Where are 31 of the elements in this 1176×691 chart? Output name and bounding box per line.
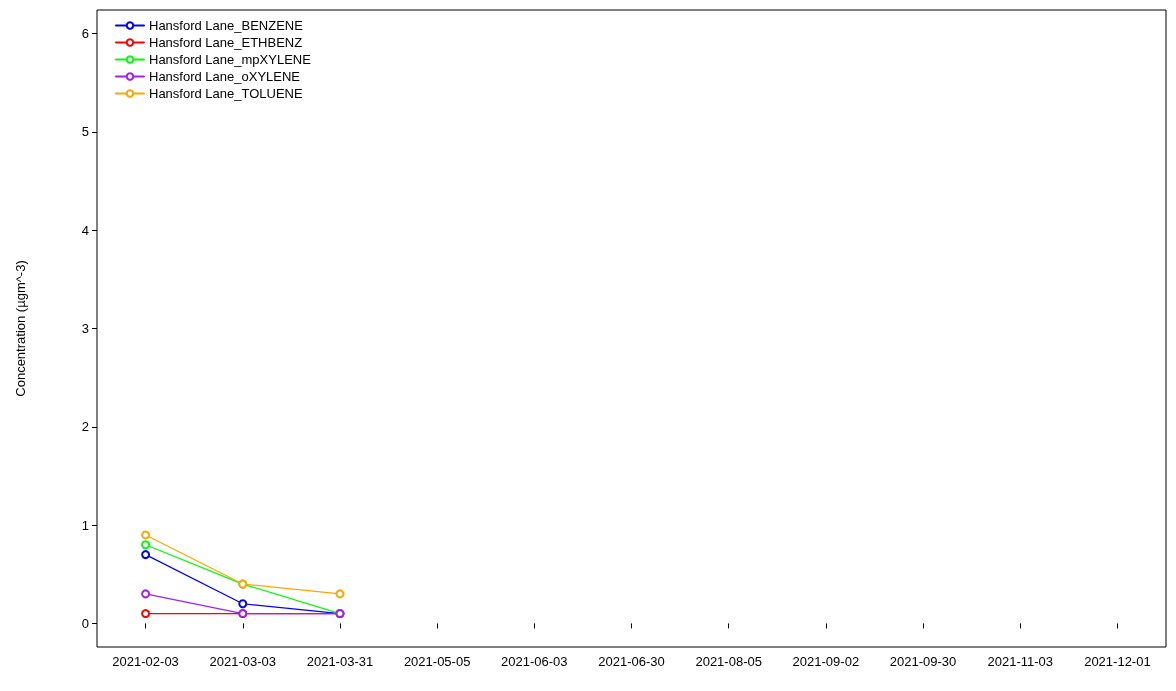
y-tick-label: 6 — [81, 26, 89, 42]
y-tick-label: 5 — [81, 124, 89, 140]
x-tick-label: 2021-09-02 — [792, 654, 860, 669]
point — [335, 589, 345, 599]
y-tick-label: 2 — [81, 419, 89, 435]
x-tick-label: 2021-03-03 — [209, 654, 277, 669]
y-tick-label: 1 — [81, 517, 89, 533]
point — [141, 530, 151, 540]
y-axis-title: Concentration (µgm^-3) — [13, 260, 28, 397]
point — [141, 609, 151, 619]
x-tick-label: 2021-05-05 — [403, 654, 471, 669]
legend-label: Hansford Lane_TOLUENE — [149, 86, 304, 101]
x-tick-label: 2021-06-03 — [501, 654, 568, 669]
point — [141, 550, 151, 560]
x-tick-label: 2021-09-30 — [889, 654, 957, 669]
legend-label: Hansford Lane_BENZENE — [149, 18, 304, 33]
x-tick-label: 2021-02-03 — [112, 654, 179, 669]
x-tick-label: 2021-03-31 — [306, 654, 374, 669]
legend-label: Hansford Lane_oXYLENE — [149, 69, 301, 84]
point — [238, 599, 248, 609]
y-tick-label: 3 — [81, 321, 89, 336]
x-tick-label: 2021-08-05 — [695, 654, 762, 669]
y-tick-label: 4 — [81, 222, 89, 238]
point — [141, 540, 151, 550]
x-tick-label: 2021-12-01 — [1084, 654, 1151, 669]
point — [141, 589, 151, 599]
x-tick-label: 2021-06-30 — [598, 654, 665, 669]
y-tick-label: 0 — [81, 615, 89, 631]
legend-label: Hansford Lane_mpXYLENE — [149, 52, 312, 67]
x-tick-label: 2021-11-03 — [987, 654, 1053, 669]
legend-label: Hansford Lane_ETHBENZ — [149, 35, 303, 50]
